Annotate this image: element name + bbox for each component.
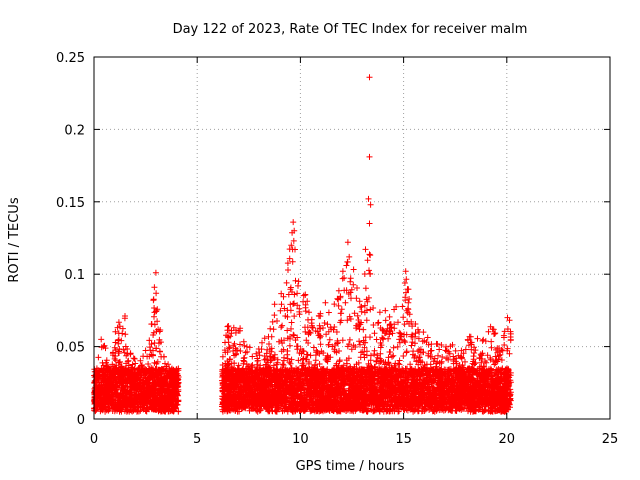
roti-markers	[91, 74, 514, 415]
x-axis-label: GPS time / hours	[296, 459, 405, 474]
x-tick-label: 10	[292, 432, 309, 447]
y-tick-label: 0.1	[64, 268, 85, 283]
x-tick-label: 25	[602, 432, 619, 447]
y-tick-label: 0.05	[56, 341, 85, 356]
chart-title: Day 122 of 2023, Rate Of TEC Index for r…	[173, 22, 528, 37]
axis-ticks: 0 5 10 15 20 25 0 0.05 0.1 0.15 0.2 0.25	[56, 51, 618, 447]
y-axis-label: ROTI / TECUs	[7, 197, 22, 282]
grid-lines	[94, 57, 610, 419]
x-tick-label: 15	[395, 432, 412, 447]
x-tick-label: 5	[193, 432, 201, 447]
x-tick-label: 0	[90, 432, 98, 447]
plot-frame	[93, 56, 611, 420]
y-tick-label: 0.2	[64, 123, 85, 138]
y-tick-label: 0.15	[56, 196, 85, 211]
data-points	[91, 74, 514, 415]
y-tick-label: 0.25	[56, 51, 85, 66]
y-tick-label: 0	[77, 413, 85, 428]
x-tick-label: 20	[499, 432, 516, 447]
